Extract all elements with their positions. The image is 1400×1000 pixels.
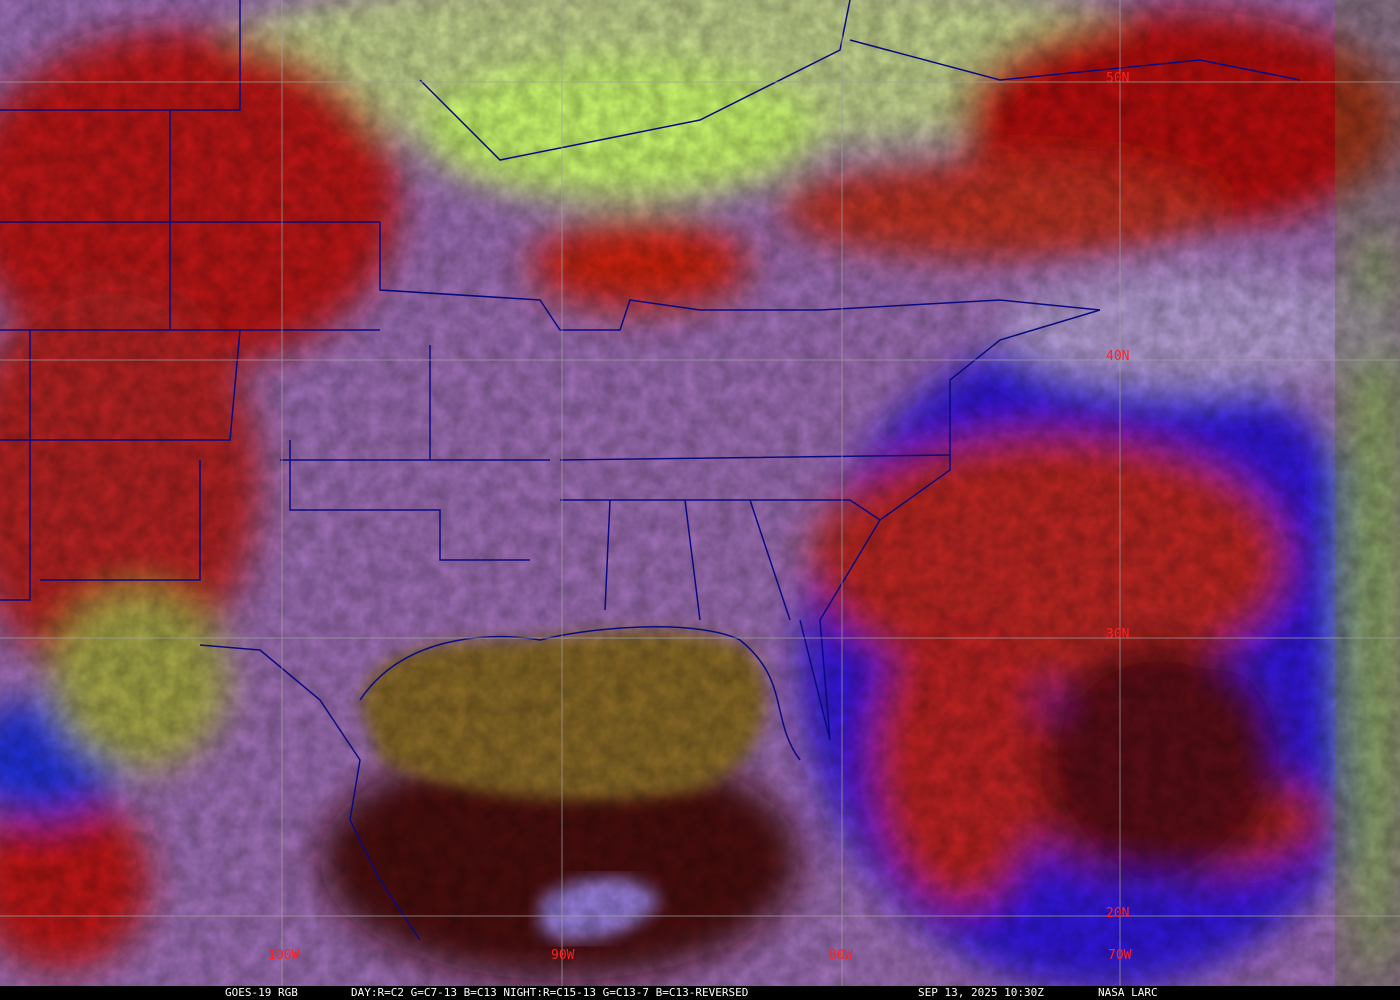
longitude-label-70w: 70W [1108,948,1132,963]
credit: NASA LARC [1098,986,1158,999]
longitude-label-90w: 90W [551,948,575,963]
latitude-label-30n: 30N [1106,627,1130,642]
longitude-label-100w: 100W [268,948,300,963]
latitude-label-40n: 40N [1106,349,1130,364]
longitude-label-80w: 80W [829,948,853,963]
latitude-label-50n: 50N [1106,71,1130,86]
product-name: GOES-19 RGB [225,986,298,999]
political-borders [0,0,1301,941]
caption-bar: GOES-19 RGB DAY:R=C2 G=C7-13 B=C13 NIGHT… [0,986,1400,1000]
timestamp: SEP 13, 2025 10:30Z [918,986,1044,999]
latitude-label-20n: 20N [1106,906,1130,921]
channel-recipe: DAY:R=C2 G=C7-13 B=C13 NIGHT:R=C15-13 G=… [351,986,749,999]
